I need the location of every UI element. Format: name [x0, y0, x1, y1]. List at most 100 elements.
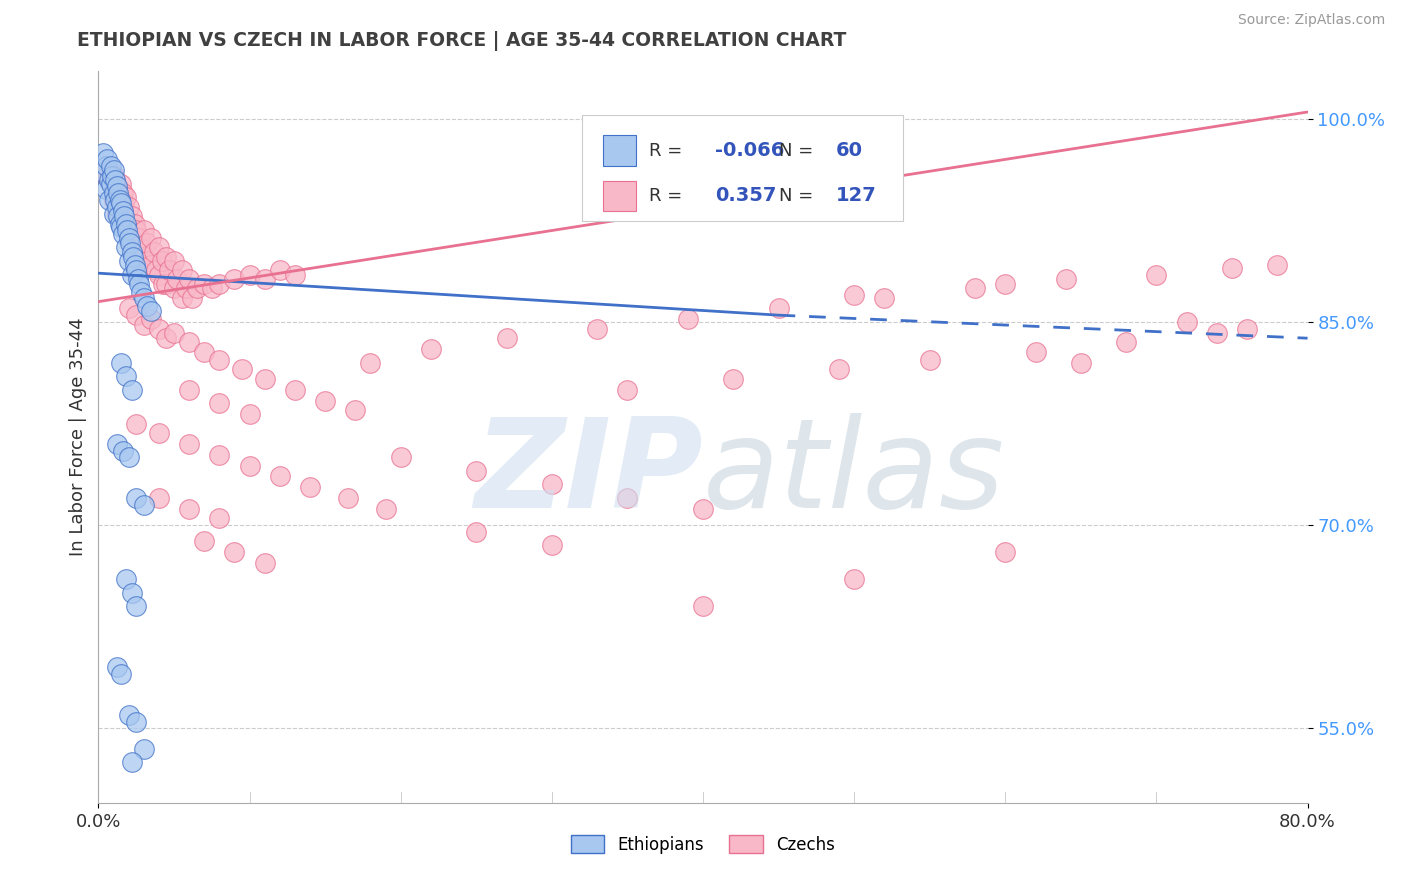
Point: [121, 209, 143, 223]
Point: [110, 177, 132, 191]
Point: [112, 209, 135, 223]
Point: [103, 193, 125, 207]
Text: Source: ZipAtlas.com: Source: ZipAtlas.com: [1237, 13, 1385, 28]
Point: [1024, 344, 1046, 359]
Text: ZIP: ZIP: [474, 413, 703, 534]
Point: [110, 203, 132, 218]
Point: [105, 179, 128, 194]
Point: [179, 501, 201, 516]
Point: [103, 163, 125, 178]
Point: [1236, 322, 1258, 336]
Point: [253, 372, 276, 386]
Text: ETHIOPIAN VS CZECH IN LABOR FORCE | AGE 35-44 CORRELATION CHART: ETHIOPIAN VS CZECH IN LABOR FORCE | AGE …: [77, 31, 846, 51]
Point: [132, 250, 155, 264]
Point: [115, 223, 138, 237]
Point: [844, 288, 866, 302]
Point: [155, 331, 177, 345]
Point: [93, 166, 115, 180]
Point: [163, 326, 186, 340]
Point: [269, 469, 291, 483]
Point: [314, 393, 336, 408]
Point: [105, 179, 128, 194]
Point: [1115, 335, 1137, 350]
Point: [110, 220, 132, 235]
Point: [150, 254, 173, 268]
Point: [98, 172, 121, 186]
Point: [224, 545, 246, 559]
Point: [91, 145, 114, 160]
Point: [118, 227, 141, 241]
Point: [465, 524, 488, 539]
Point: [692, 501, 714, 516]
Point: [108, 190, 131, 204]
Point: [108, 218, 131, 232]
Point: [152, 277, 174, 291]
Point: [103, 206, 125, 220]
Point: [208, 277, 231, 291]
Point: [166, 271, 188, 285]
Point: [253, 556, 276, 570]
Point: [100, 172, 122, 186]
Point: [104, 172, 127, 186]
Point: [121, 586, 143, 600]
Point: [100, 159, 122, 173]
Point: [179, 437, 201, 451]
Point: [111, 186, 134, 201]
Point: [179, 335, 201, 350]
Point: [1206, 326, 1229, 340]
Point: [96, 169, 118, 183]
Point: [186, 281, 208, 295]
Point: [269, 263, 291, 277]
Point: [994, 277, 1017, 291]
Point: [163, 254, 186, 268]
Point: [389, 450, 412, 465]
Point: [122, 250, 145, 264]
Point: [1144, 268, 1167, 282]
Point: [360, 355, 382, 369]
Point: [768, 301, 790, 316]
Point: [374, 501, 396, 516]
Point: [121, 268, 143, 282]
Point: [107, 186, 129, 201]
Point: [110, 667, 132, 681]
Point: [299, 480, 322, 494]
Point: [94, 159, 117, 173]
Point: [174, 281, 197, 295]
Point: [132, 318, 155, 332]
Text: 127: 127: [837, 186, 877, 205]
Point: [91, 166, 114, 180]
Point: [616, 491, 638, 505]
Point: [965, 281, 987, 295]
Point: [108, 193, 131, 207]
Point: [114, 240, 136, 254]
Point: [125, 263, 148, 277]
Point: [128, 277, 150, 291]
Point: [118, 231, 141, 245]
Point: [114, 218, 136, 232]
Point: [148, 425, 170, 440]
Point: [692, 599, 714, 614]
Point: [155, 250, 177, 264]
FancyBboxPatch shape: [582, 115, 903, 221]
Point: [616, 383, 638, 397]
Point: [918, 352, 941, 367]
Point: [118, 301, 141, 316]
Point: [103, 169, 125, 183]
Point: [344, 403, 367, 417]
Point: [170, 263, 193, 277]
Text: R =: R =: [648, 187, 682, 205]
Point: [129, 240, 152, 254]
Point: [253, 271, 276, 285]
Point: [125, 599, 148, 614]
Point: [193, 534, 215, 549]
Point: [141, 231, 163, 245]
Point: [208, 352, 231, 367]
Point: [141, 312, 163, 326]
Point: [208, 396, 231, 410]
Point: [128, 231, 150, 245]
Point: [94, 159, 117, 173]
Point: [135, 299, 157, 313]
Point: [118, 200, 141, 214]
Point: [125, 491, 148, 505]
Point: [586, 322, 609, 336]
